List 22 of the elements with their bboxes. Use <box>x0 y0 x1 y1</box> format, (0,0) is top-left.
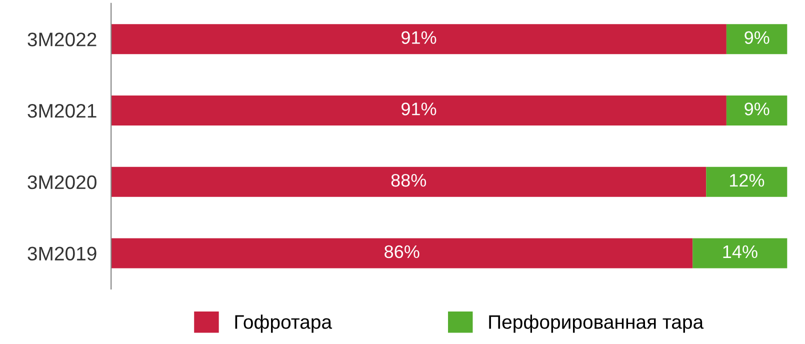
legend-label: Перфорированная тара <box>489 314 704 333</box>
data-label: 91% <box>402 31 436 44</box>
data-label: 12% <box>730 174 764 187</box>
bar <box>111 24 726 54</box>
data-label: 14% <box>723 245 758 258</box>
data-label: 9% <box>744 102 770 116</box>
bar <box>706 166 788 197</box>
bar <box>111 166 706 197</box>
y-tick-label: 3M2019 <box>28 246 96 261</box>
bar <box>111 238 693 268</box>
data-label: 91% <box>402 102 436 116</box>
legend-label: Гофротара <box>235 314 332 333</box>
bar <box>726 24 788 54</box>
data-label: 86% <box>384 245 420 258</box>
bar <box>111 96 726 126</box>
data-label: 88% <box>391 174 426 187</box>
data-label: 9% <box>744 31 770 44</box>
bar <box>692 238 788 268</box>
y-tick-label: 3M2020 <box>28 175 96 190</box>
y-tick-label: 3M2022 <box>28 32 96 46</box>
bar <box>726 96 788 126</box>
y-tick-label: 3M2021 <box>28 104 96 118</box>
